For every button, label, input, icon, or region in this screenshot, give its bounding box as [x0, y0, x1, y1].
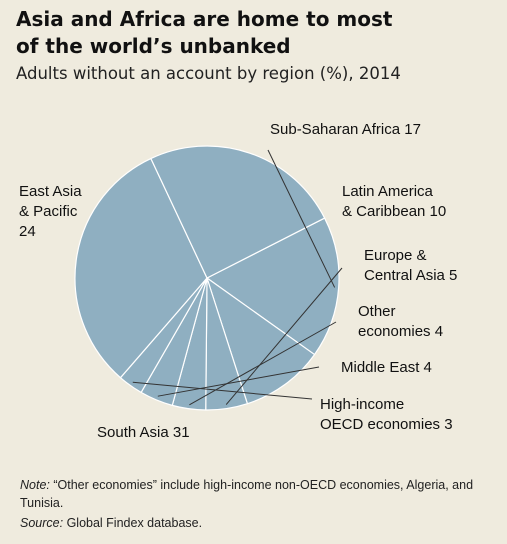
pie-slice-east-asia-and-pacific — [150, 145, 326, 279]
slice-label-high-income-oecd-economies: High-income OECD economies 3 — [320, 396, 453, 433]
leader-lines — [132, 149, 343, 406]
slice-label-line: Latin America — [342, 183, 434, 200]
leader-line-middle-east — [157, 366, 320, 397]
slice-label-middle-east: Middle East 4 — [341, 359, 432, 376]
slice-label-other-economies: Other economies 4 — [358, 303, 443, 340]
slice-label-sub-saharan-africa: Sub-Saharan Africa 17 — [270, 121, 421, 138]
slice-label-line: 24 — [19, 223, 36, 240]
chart-title-line-2: of the world’s unbanked — [16, 34, 291, 58]
slice-label-south-asia: South Asia 31 — [97, 424, 190, 441]
pie-slice-sub-saharan-africa — [206, 217, 340, 356]
slice-label-line: Europe & — [364, 247, 427, 264]
slice-label-line: Central Asia 5 — [364, 267, 457, 284]
slice-label-line: South Asia 31 — [97, 424, 190, 441]
slice-label-line: OECD economies 3 — [320, 416, 453, 433]
leader-line-other-economies — [189, 321, 337, 406]
leader-line-sub-saharan-africa — [267, 149, 336, 288]
slice-label-latin-america-and-caribbean: Latin America & Caribbean 10 — [342, 183, 446, 220]
leader-line-europe-and-central-asia — [225, 267, 343, 405]
slice-label-line: & Pacific — [19, 203, 78, 220]
slice-label-line: economies 4 — [358, 323, 443, 340]
slice-label-europe-and-central-asia: Europe & Central Asia 5 — [364, 247, 457, 284]
pie-slice-south-asia — [74, 157, 208, 379]
pie-slices — [74, 145, 340, 411]
slice-label-line: Sub-Saharan Africa 17 — [270, 121, 421, 138]
slice-label-line: Middle East 4 — [341, 359, 432, 376]
slice-label-line: High-income — [320, 396, 404, 413]
chart-title-line-1: Asia and Africa are home to most — [16, 7, 393, 31]
leader-line-high-income-oecd-economies — [132, 381, 313, 400]
note-label: Note: — [20, 478, 50, 492]
chart-title: Asia and Africa are home to most of the … — [16, 6, 486, 60]
slice-label-line: Other — [358, 303, 396, 320]
note: Note: “Other economies” include high-inc… — [20, 476, 490, 512]
source-text: Global Findex database. — [63, 516, 203, 530]
source-label: Source: — [20, 516, 64, 530]
source: Source: Global Findex database. — [20, 514, 490, 532]
slice-label-line: East Asia — [19, 183, 82, 200]
slice-label-line: & Caribbean 10 — [342, 203, 446, 220]
slice-labels: Sub-Saharan Africa 17 Latin America & Cari… — [19, 121, 457, 441]
slice-label-east-asia-and-pacific: East Asia & Pacific 24 — [19, 183, 82, 240]
footnotes: Note: “Other economies” include high-inc… — [20, 476, 490, 534]
note-text: “Other economies” include high-income no… — [20, 478, 474, 510]
chart-subtitle: Adults without an account by region (%),… — [16, 64, 401, 83]
